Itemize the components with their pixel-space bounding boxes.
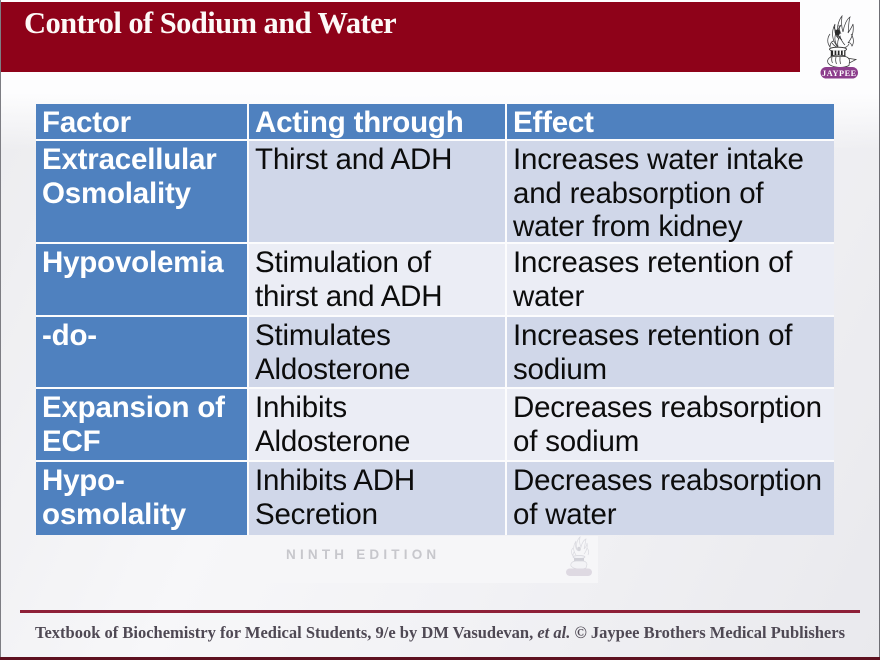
svg-text:JAYPEE: JAYPEE: [822, 69, 857, 78]
